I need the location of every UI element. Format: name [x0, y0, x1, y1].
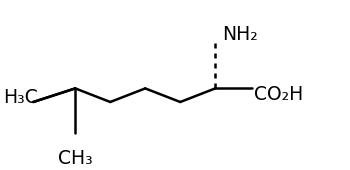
- Text: NH₂: NH₂: [222, 25, 258, 44]
- Text: H₃C: H₃C: [4, 88, 38, 107]
- Text: CO₂H: CO₂H: [254, 85, 303, 104]
- Text: CH₃: CH₃: [58, 149, 93, 168]
